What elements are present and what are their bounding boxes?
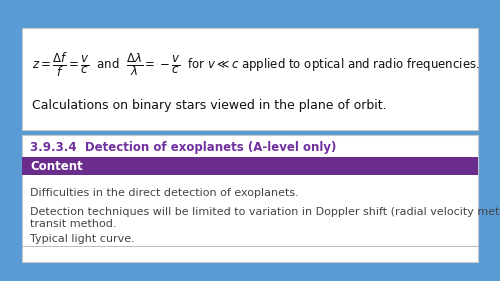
Text: Difficulties in the direct detection of exoplanets.: Difficulties in the direct detection of … — [30, 188, 299, 198]
Text: Typical light curve.: Typical light curve. — [30, 234, 135, 244]
Bar — [22, 135, 478, 262]
Text: Detection techniques will be limited to variation in Doppler shift (radial veloc: Detection techniques will be limited to … — [30, 207, 500, 229]
Text: 3.9.3.4  Detection of exoplanets (A-level only): 3.9.3.4 Detection of exoplanets (A-level… — [30, 142, 336, 155]
Text: $z = \dfrac{\Delta f}{f} = \dfrac{v}{c}$  and  $\dfrac{\Delta\lambda}{\lambda} =: $z = \dfrac{\Delta f}{f} = \dfrac{v}{c}$… — [32, 51, 480, 79]
Bar — [22, 157, 478, 175]
Text: Content: Content — [30, 160, 83, 173]
Bar — [22, 28, 478, 130]
Text: Calculations on binary stars viewed in the plane of orbit.: Calculations on binary stars viewed in t… — [32, 99, 387, 112]
